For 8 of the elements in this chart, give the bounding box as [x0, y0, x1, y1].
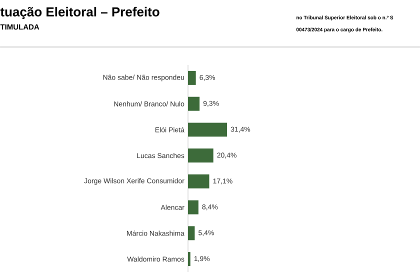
bar: [188, 70, 196, 85]
bar: [188, 122, 227, 137]
bar: [188, 148, 214, 163]
text: tuação Eleitoral – Prefeito: [0, 6, 160, 20]
bar: [188, 226, 195, 240]
bar: [188, 174, 210, 188]
bar: [188, 200, 198, 214]
bar: [188, 96, 200, 111]
